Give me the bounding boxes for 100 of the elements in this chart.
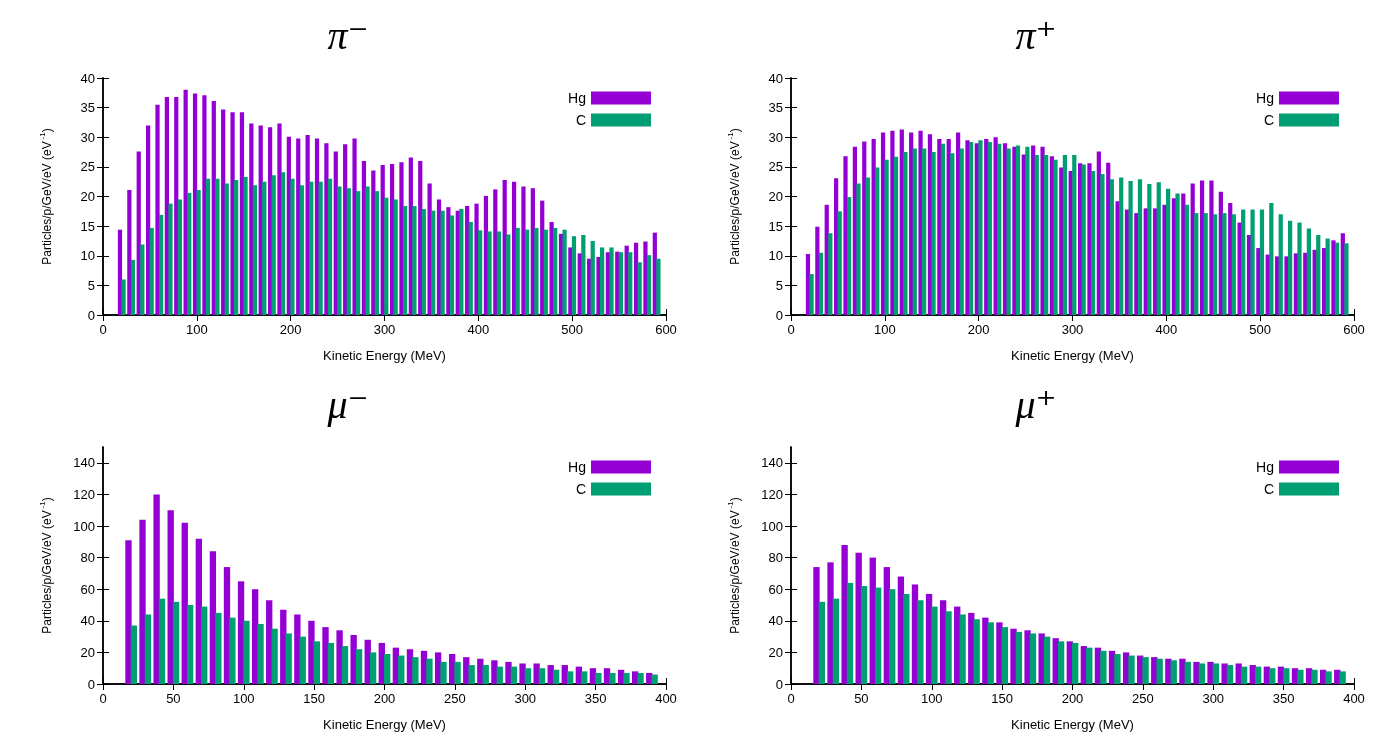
bar [230,112,235,315]
bar [846,582,854,684]
bar [1269,668,1276,684]
bar [468,221,473,315]
bar [562,229,567,315]
bar [832,598,840,684]
y-axis-title: Particles/p/GeV/eV (eV-1) [725,128,742,265]
bar [1344,243,1349,315]
bar [224,183,229,315]
bar [1170,660,1177,684]
bar [1331,240,1336,315]
bar [1100,173,1105,315]
bar [1053,159,1058,315]
bar [158,214,164,315]
bar [296,138,301,315]
y-tick-label: 20 [80,644,95,660]
bar [146,125,151,315]
bar [965,140,970,315]
bar [285,633,292,684]
y-tick-label: 10 [768,248,783,264]
x-tick-label: 100 [920,691,943,706]
x-tick-label: 350 [1272,691,1295,706]
bar [955,132,961,315]
bar [1062,155,1068,315]
y-tick-label: 80 [768,550,783,566]
bar [534,227,539,315]
bar [893,156,899,315]
x-tick-label: 250 [1132,691,1154,706]
bar [459,208,464,315]
bar [1072,155,1077,315]
bar [1184,204,1190,315]
bar [384,653,391,684]
bar [521,186,526,315]
bar [229,617,236,684]
y-tick-label: 0 [87,676,95,692]
bar [318,181,323,315]
bar [1043,636,1051,684]
bar [945,611,952,684]
bar [294,614,301,684]
x-tick-label: 300 [514,691,537,706]
bar [1175,193,1180,315]
y-tick-label: 0 [775,307,783,323]
bar [280,172,286,315]
bar [309,181,314,315]
bar [918,130,923,315]
bar [421,208,426,315]
y-tick-label: 30 [80,129,95,145]
bar [144,614,152,684]
bar [515,227,520,315]
bar [341,646,349,684]
bar [371,170,376,315]
bar [860,586,868,684]
bar [1072,642,1079,684]
bar [249,123,254,315]
bar [587,258,592,315]
x-axis-title: Kinetic Energy (MeV) [1011,348,1134,363]
bar [149,227,154,315]
bar [478,230,483,315]
bar [609,247,614,315]
bar [487,231,492,315]
chart-title: π⁻ [327,12,369,58]
bar [252,185,258,315]
bar [324,143,329,315]
y-tick-label: 60 [80,581,95,597]
bar [446,207,451,315]
bar [1303,252,1308,315]
bar [299,185,304,315]
bar [1284,256,1289,315]
bar [809,274,814,315]
bar [355,649,363,684]
bar [1147,184,1152,315]
bar [1325,238,1330,315]
bar [290,178,295,315]
bar [308,620,315,684]
bar [1090,171,1096,315]
bar [393,199,398,315]
bar [257,623,264,684]
y-tick-label: 40 [768,613,783,629]
bar [931,606,938,684]
bar [571,236,577,315]
bar [1086,647,1093,684]
bar [1334,242,1340,315]
bar [637,262,642,315]
bar [1237,222,1242,315]
bar [177,199,182,315]
bar [874,587,882,684]
bar [1209,180,1214,315]
y-tick-label: 10 [80,248,95,264]
bar [369,652,377,684]
bar [1226,665,1234,684]
y-tick-label: 40 [768,70,783,86]
bar [1241,209,1246,315]
bar [201,606,208,684]
bar [192,93,198,315]
bar [465,205,470,315]
bar [997,143,1002,315]
bar [1339,671,1346,684]
legend-label: C [575,481,586,497]
bar [412,205,417,315]
bar [656,258,661,315]
